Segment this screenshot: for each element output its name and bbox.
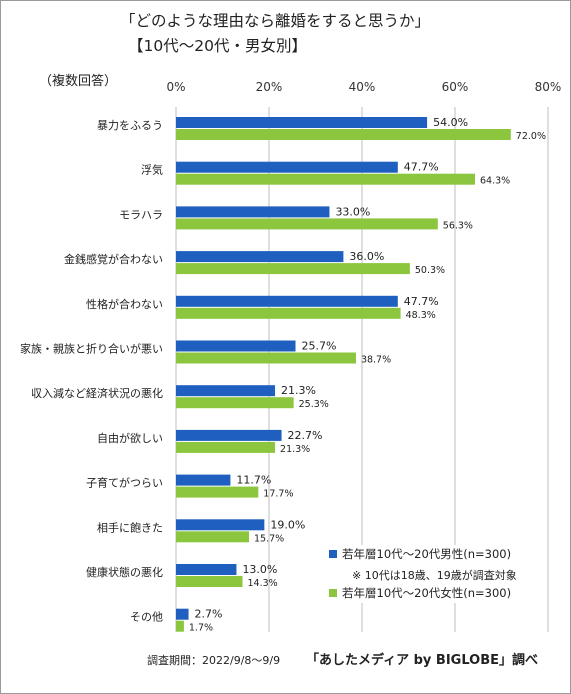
category-label: 子育てがつらい bbox=[86, 476, 163, 490]
value-label-female: 21.3% bbox=[280, 444, 310, 455]
bar-female bbox=[176, 218, 438, 230]
legend-swatch-male bbox=[329, 550, 337, 558]
category-labels: 暴力をふるう浮気モラハラ金銭感覚が合わない性格が合わない家族・親族と折り合いが悪… bbox=[20, 119, 163, 624]
category-label: モラハラ bbox=[119, 208, 163, 221]
category-label: 自由が欲しい bbox=[97, 431, 163, 445]
bar-male bbox=[176, 117, 428, 128]
value-label-male: 22.7% bbox=[288, 429, 323, 442]
legend: 若年層10代〜20代男性(n=300) ※ 10代は18歳、19歳が調査対象若年層… bbox=[324, 545, 546, 603]
bar-female bbox=[176, 620, 184, 632]
value-label-female: 17.7% bbox=[263, 489, 293, 500]
x-tick-label: 40% bbox=[349, 80, 376, 94]
bar-female bbox=[176, 441, 276, 453]
value-label-male: 25.7% bbox=[302, 340, 337, 353]
value-label-male: 2.7% bbox=[195, 608, 223, 621]
bar-male bbox=[176, 251, 344, 263]
bar-male bbox=[176, 161, 398, 173]
bar-female bbox=[176, 397, 294, 409]
gridlines bbox=[175, 107, 549, 632]
value-label-male: 47.7% bbox=[404, 161, 439, 174]
value-label-male: 11.7% bbox=[236, 474, 271, 487]
value-label-male: 19.0% bbox=[270, 518, 305, 531]
bar-female bbox=[176, 531, 250, 543]
x-tick-label: 20% bbox=[256, 80, 283, 94]
value-label-female: 56.3% bbox=[443, 220, 473, 231]
x-tick-label: 0% bbox=[166, 80, 185, 94]
survey-period: 調査期間：2022/9/8〜9/9 bbox=[147, 654, 281, 667]
value-label-male: 33.0% bbox=[335, 205, 370, 218]
category-label: 金銭感覚が合わない bbox=[64, 252, 163, 266]
legend-background bbox=[324, 545, 546, 603]
value-label-female: 14.3% bbox=[247, 578, 277, 589]
bar-female bbox=[176, 352, 356, 364]
multi-answer-note: （複数回答） bbox=[39, 74, 118, 89]
value-label-male: 47.7% bbox=[404, 295, 439, 308]
source-credit: 「あしたメディア by BIGLOBE」調べ bbox=[306, 653, 538, 668]
bar-male bbox=[176, 429, 282, 441]
category-label: 性格が合わない bbox=[86, 297, 163, 311]
bar-male bbox=[176, 385, 276, 397]
x-tick-label: 80% bbox=[535, 80, 562, 94]
value-label-female: 48.3% bbox=[406, 310, 436, 321]
category-label: 浮気 bbox=[141, 163, 163, 177]
value-label-female: 1.7% bbox=[189, 623, 213, 634]
bar-female bbox=[176, 173, 475, 185]
x-tick-label: 60% bbox=[442, 80, 469, 94]
bar-female bbox=[176, 263, 410, 275]
value-label-female: 38.7% bbox=[361, 355, 391, 366]
x-tick-labels: 0% 20% 40% 60% 80% bbox=[166, 80, 561, 94]
chart-title-line1: 「どのような理由なら離婚をすると思うか」 bbox=[120, 12, 431, 30]
value-label-female: 25.3% bbox=[299, 399, 329, 410]
bar-male bbox=[176, 564, 237, 575]
category-label: その他 bbox=[130, 611, 163, 624]
legend-note: ※ 10代は18歳、19歳が調査対象 bbox=[352, 568, 517, 582]
chart-title-line2: 【10代〜20代・男女別】 bbox=[128, 37, 307, 55]
category-label: 暴力をふるう bbox=[97, 119, 163, 132]
category-label: 相手に飽きた bbox=[97, 520, 163, 534]
bar-male bbox=[176, 206, 330, 218]
value-label-male: 36.0% bbox=[349, 250, 384, 263]
legend-label-male: 若年層10代〜20代男性(n=300) bbox=[342, 547, 511, 561]
bar-female bbox=[176, 486, 259, 498]
legend-swatch-female bbox=[329, 589, 337, 597]
bar-male bbox=[176, 340, 296, 352]
value-label-female: 64.3% bbox=[480, 176, 510, 187]
value-label-female: 15.7% bbox=[254, 533, 284, 544]
bar-female bbox=[176, 576, 243, 587]
bar-male bbox=[176, 519, 265, 531]
category-label: 家族・親族と折り合いが悪い bbox=[20, 342, 163, 356]
category-label: 健康状態の悪化 bbox=[86, 565, 163, 579]
value-label-male: 54.0% bbox=[433, 116, 468, 129]
value-label-female: 50.3% bbox=[415, 265, 445, 276]
bar-female bbox=[176, 129, 511, 140]
value-label-male: 13.0% bbox=[242, 563, 277, 576]
value-labels: 54.0% 72.0% 47.7% 64.3% 33.0% 56.3% 36.0% 50.3%… bbox=[189, 116, 546, 634]
value-label-female: 72.0% bbox=[516, 131, 546, 142]
bars bbox=[176, 117, 511, 632]
bar-male bbox=[176, 474, 231, 486]
value-label-male: 21.3% bbox=[281, 384, 316, 397]
bar-female bbox=[176, 307, 401, 319]
bar-male bbox=[176, 608, 189, 620]
category-label: 収入減など経済状況の悪化 bbox=[31, 386, 163, 400]
bar-male bbox=[176, 295, 398, 307]
legend-label-female: 若年層10代〜20代女性(n=300) bbox=[342, 586, 511, 600]
